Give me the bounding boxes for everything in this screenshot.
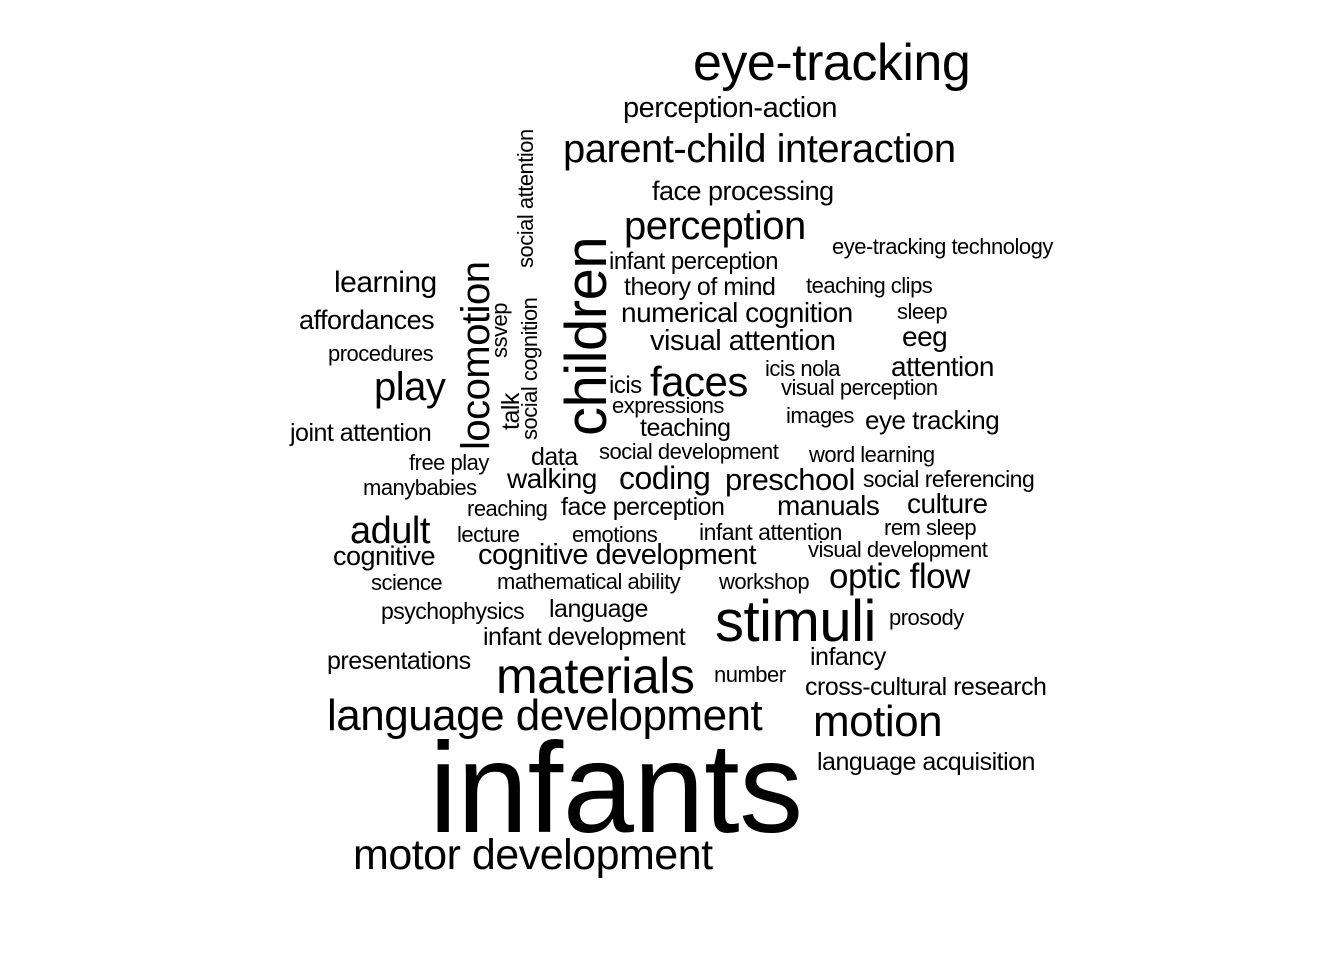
word-language-development: language development <box>327 691 763 740</box>
word-language-acquisition: language acquisition <box>817 748 1035 776</box>
word-adult: adult <box>350 510 430 552</box>
word-learning: learning <box>334 266 437 299</box>
word-numerical-cognition: numerical cognition <box>621 297 853 328</box>
word-mathematical-ability: mathematical ability <box>497 569 681 594</box>
word-preschool: preschool <box>725 462 855 497</box>
word-face-perception: face perception <box>561 493 725 521</box>
word-cross-cultural-research: cross-cultural research <box>805 673 1047 701</box>
word-cognitive-development: cognitive development <box>478 539 757 571</box>
word-workshop: workshop <box>719 569 810 594</box>
word-manuals: manuals <box>777 490 880 521</box>
word-parent-child-interaction: parent-child interaction <box>563 127 956 171</box>
word-sleep: sleep <box>897 299 948 324</box>
word-visual-perception: visual perception <box>781 375 938 400</box>
word-culture: culture <box>907 488 988 519</box>
word-cognitive: cognitive <box>333 541 436 571</box>
word-rem-sleep: rem sleep <box>884 515 977 540</box>
word-infant-attention: infant attention <box>699 519 842 545</box>
word-motor-development: motor development <box>353 831 713 879</box>
word-eeg: eeg <box>902 321 948 352</box>
word-word-learning: word learning <box>809 442 935 467</box>
word-affordances: affordances <box>299 305 435 335</box>
word-eye-tracking-2: eye tracking <box>865 405 1000 435</box>
word-perception-action: perception-action <box>623 92 837 124</box>
word-prosody: prosody <box>889 605 964 630</box>
word-presentations: presentations <box>327 647 471 675</box>
word-social-attention: social attention <box>513 129 538 268</box>
word-icis: icis <box>609 372 642 399</box>
word-children: children <box>554 236 619 436</box>
word-perception: perception <box>624 204 806 248</box>
word-social-referencing: social referencing <box>863 466 1035 492</box>
word-eye-tracking-technology: eye-tracking technology <box>832 234 1053 259</box>
word-faces: faces <box>650 358 748 405</box>
word-number: number <box>714 662 786 687</box>
word-infant-perception: infant perception <box>609 248 778 275</box>
word-play: play <box>374 365 446 409</box>
word-science: science <box>371 570 443 595</box>
word-joint-attention: joint attention <box>290 419 432 447</box>
word-reaching: reaching <box>467 496 548 521</box>
word-procedures: procedures <box>328 341 434 366</box>
word-expressions: expressions <box>612 393 724 418</box>
word-ssvep: ssvep <box>487 303 512 358</box>
word-language: language <box>549 595 648 623</box>
word-social-development: social development <box>599 439 779 464</box>
word-infant-development: infant development <box>483 623 686 651</box>
word-manybabies: manybabies <box>363 475 477 500</box>
word-images: images <box>786 403 854 428</box>
word-infants: infants <box>429 717 803 860</box>
word-icis-nola: icis nola <box>765 356 840 381</box>
word-infancy: infancy <box>810 643 886 671</box>
word-motion: motion <box>813 697 943 746</box>
word-teaching: teaching <box>640 414 731 442</box>
word-walking: walking <box>507 463 597 494</box>
word-visual-attention: visual attention <box>650 325 836 357</box>
word-materials: materials <box>496 648 695 704</box>
word-lecture: lecture <box>457 522 520 547</box>
word-visual-development: visual development <box>808 537 988 562</box>
word-eye-tracking: eye-tracking <box>693 34 971 92</box>
word-free-play: free play <box>409 450 489 475</box>
word-theory-of-mind: theory of mind <box>624 273 776 301</box>
word-psychophysics: psychophysics <box>381 598 525 624</box>
word-teaching-clips: teaching clips <box>806 273 933 298</box>
word-attention: attention <box>891 351 994 382</box>
word-data: data <box>531 443 578 471</box>
word-face-processing: face processing <box>652 176 834 206</box>
word-stimuli: stimuli <box>715 589 876 654</box>
word-optic-flow: optic flow <box>829 557 970 596</box>
word-emotions: emotions <box>572 522 658 547</box>
word-talk: talk <box>497 393 525 430</box>
word-coding: coding <box>619 460 711 496</box>
